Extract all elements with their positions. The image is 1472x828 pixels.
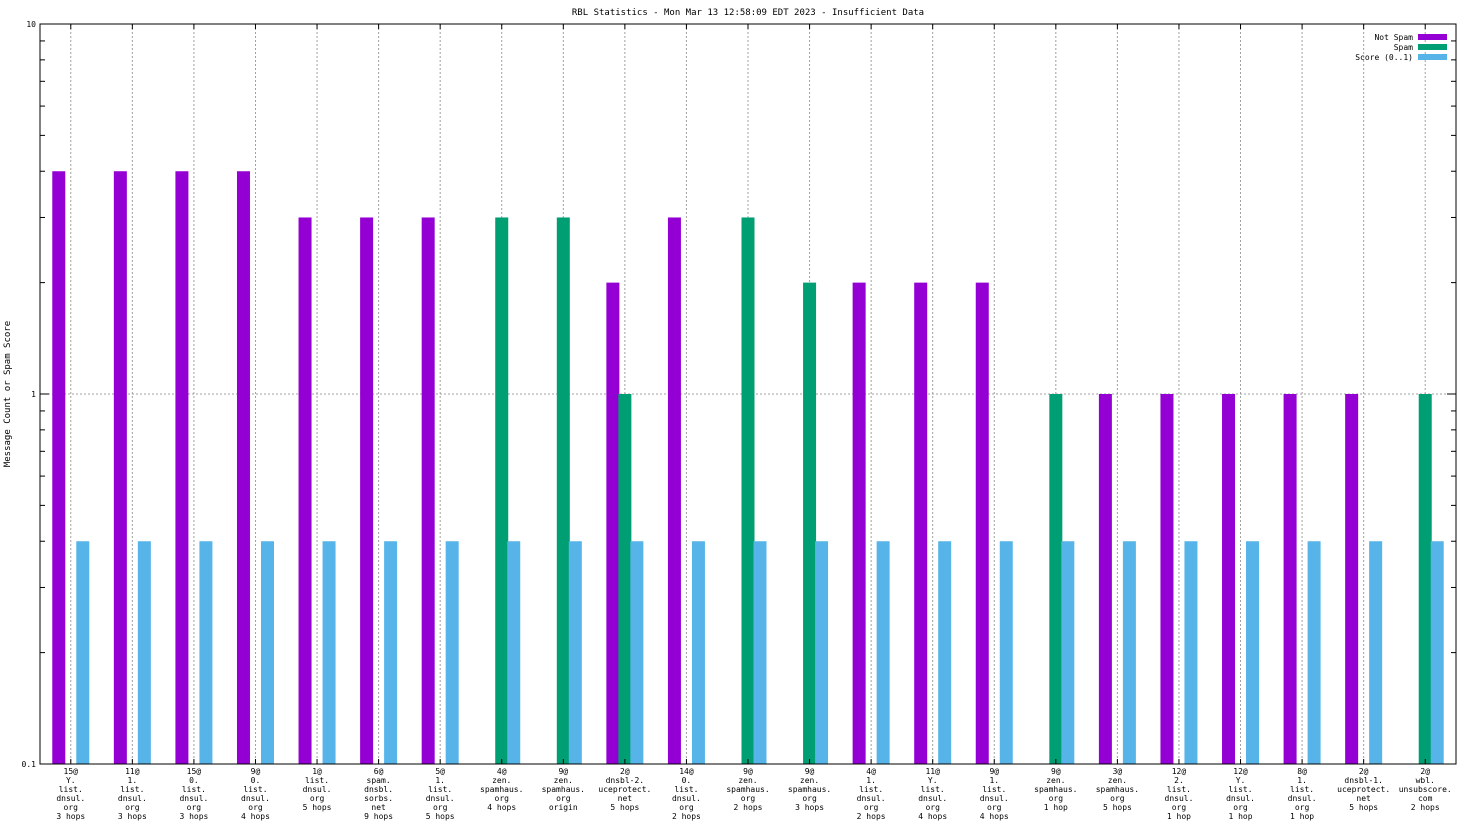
bar-not-spam <box>1283 394 1297 764</box>
bars <box>52 171 1444 765</box>
x-tick-label: 11@ Y. list. dnsul. org 4 hops <box>918 767 947 821</box>
y-tick-label: 1 <box>31 390 36 399</box>
bar-score-0-1 <box>507 541 521 764</box>
x-tick-label: 6@ spam. dnsbl. sorbs. net 9 hops <box>364 767 393 821</box>
bar-score-0-1 <box>322 541 336 764</box>
bar-not-spam <box>175 171 189 765</box>
bar-not-spam <box>1098 394 1112 764</box>
axis-ticks: 10 1 0.1 <box>22 20 1456 769</box>
bar-not-spam <box>1160 394 1174 764</box>
bar-not-spam <box>298 217 312 764</box>
bar-not-spam <box>606 282 620 764</box>
bar-score-0-1 <box>1061 541 1075 764</box>
bar-score-0-1 <box>1122 541 1136 764</box>
x-tick-label: 9@ zen. spamhaus. org 2 hops <box>726 767 769 812</box>
legend-swatch <box>1418 34 1447 40</box>
bar-not-spam <box>52 171 66 765</box>
bar-spam <box>556 217 570 764</box>
bar-not-spam <box>975 282 989 764</box>
x-tick-label: 11@ 1. list. dnsul. org 3 hops <box>118 767 147 821</box>
x-tick-label: 5@ 1. list. dnsul. org 5 hops <box>426 767 455 821</box>
bar-score-0-1 <box>1369 541 1383 764</box>
legend-swatch <box>1418 44 1447 50</box>
x-tick-label: 12@ Y. list. dnsul. org 1 hop <box>1226 767 1255 821</box>
x-tick-label: 15@ 0. list. dnsul. org 3 hops <box>179 767 208 821</box>
bar-score-0-1 <box>1246 541 1260 764</box>
y-tick-label: 10 <box>26 20 36 29</box>
bar-not-spam <box>667 217 681 764</box>
x-tick-label: 2@ dnsbl-1. uceprotect. net 5 hops <box>1337 767 1390 812</box>
bar-spam <box>495 217 509 764</box>
bar-not-spam <box>236 171 250 765</box>
legend-label: Spam <box>1394 43 1413 52</box>
x-tick-label: 9@ 1. list. dnsul. org 4 hops <box>980 767 1009 821</box>
bar-not-spam <box>421 217 435 764</box>
bar-score-0-1 <box>76 541 90 764</box>
bar-spam <box>741 217 755 764</box>
bar-spam <box>1049 394 1063 764</box>
x-tick-label: 2@ dnsbl-2. uceprotect. net 5 hops <box>598 767 651 812</box>
bar-not-spam <box>360 217 374 764</box>
x-tick-label: 4@ zen. spamhaus. org 4 hops <box>480 767 523 812</box>
bar-score-0-1 <box>568 541 582 764</box>
bar-score-0-1 <box>691 541 705 764</box>
bar-spam <box>618 394 632 764</box>
bar-not-spam <box>1345 394 1359 764</box>
bar-score-0-1 <box>630 541 644 764</box>
bar-score-0-1 <box>753 541 767 764</box>
y-axis-label: Message Count or Spam Score <box>3 321 13 467</box>
y-tick-label: 0.1 <box>22 760 37 769</box>
bar-score-0-1 <box>137 541 151 764</box>
x-tick-label: 12@ 2. list. dnsul. org 1 hop <box>1165 767 1194 821</box>
chart-title: RBL Statistics - Mon Mar 13 12:58:09 EDT… <box>572 8 924 18</box>
bar-spam <box>803 282 817 764</box>
bar-score-0-1 <box>384 541 398 764</box>
bar-not-spam <box>914 282 928 764</box>
x-tick-label: 9@ zen. spamhaus. org 1 hop <box>1034 767 1077 812</box>
bar-not-spam <box>113 171 127 765</box>
x-tick-label: 2@ wbl. unsubscore. com 2 hops <box>1399 767 1452 812</box>
bar-score-0-1 <box>1307 541 1321 764</box>
x-tick-label: 15@ Y. list. dnsul. org 3 hops <box>56 767 85 821</box>
legend-swatch <box>1418 54 1447 60</box>
x-tick-label: 8@ 1. list. dnsul. org 1 hop <box>1288 767 1317 821</box>
bar-score-0-1 <box>1184 541 1198 764</box>
bar-not-spam <box>852 282 866 764</box>
bar-score-0-1 <box>938 541 952 764</box>
bar-score-0-1 <box>876 541 890 764</box>
bar-score-0-1 <box>199 541 213 764</box>
legend-label: Not Spam <box>1374 33 1413 42</box>
bar-score-0-1 <box>1430 541 1444 764</box>
x-tick-labels: 15@ Y. list. dnsul. org 3 hops 11@ 1. list. dnsul… <box>56 767 1451 821</box>
x-tick-label: 4@ 1. list. dnsul. org 2 hops <box>857 767 886 821</box>
x-tick-label: 9@ zen. spamhaus. org origin <box>542 767 585 812</box>
x-tick-label: 9@ zen. spamhaus. org 3 hops <box>788 767 831 812</box>
bar-score-0-1 <box>815 541 829 764</box>
x-tick-label: 14@ 0. list. dnsul. org 2 hops <box>672 767 701 821</box>
x-tick-label: 9@ 0. list. dnsul. org 4 hops <box>241 767 270 821</box>
bar-spam <box>1418 394 1432 764</box>
x-tick-label: 3@ zen. spamhaus. org 5 hops <box>1096 767 1139 812</box>
legend-label: Score (0..1) <box>1355 53 1413 62</box>
bar-score-0-1 <box>260 541 274 764</box>
bar-score-0-1 <box>999 541 1013 764</box>
x-tick-label: 1@ list. dnsul. org 5 hops <box>303 767 332 812</box>
bar-not-spam <box>1222 394 1236 764</box>
bar-score-0-1 <box>445 541 459 764</box>
